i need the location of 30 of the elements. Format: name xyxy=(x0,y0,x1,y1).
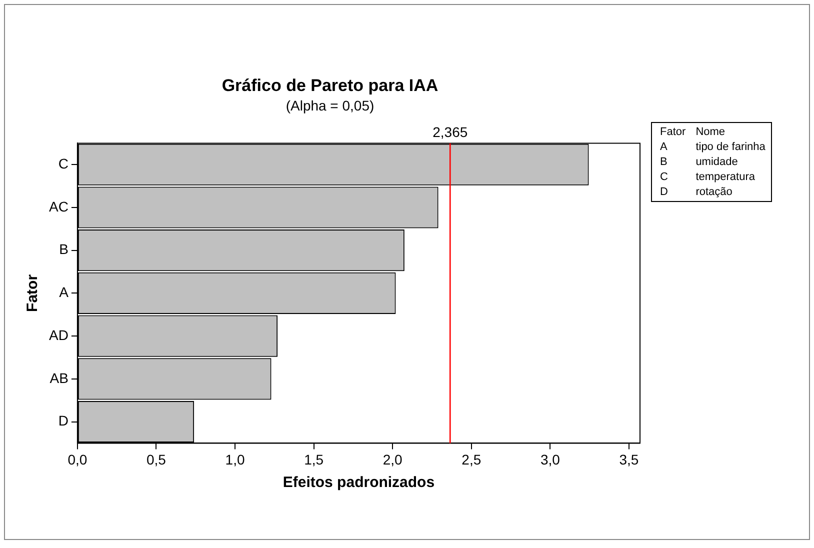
text: B xyxy=(660,155,668,169)
text: C xyxy=(660,170,669,184)
y-axis-title: Fator xyxy=(24,274,42,312)
y-tick-label: D xyxy=(58,412,68,429)
ref-line-label: 2,365 xyxy=(432,124,468,140)
x-tick-label: 0,0 xyxy=(68,451,88,468)
text: temperatura xyxy=(696,170,756,184)
x-tick-label: 2,5 xyxy=(462,451,482,468)
chart-subtitle: (Alpha = 0,05) xyxy=(286,98,374,114)
x-tick-label: 2,0 xyxy=(382,451,403,468)
y-tick-label: A xyxy=(59,284,70,300)
text: D xyxy=(660,185,669,199)
y-tick-label: C xyxy=(58,155,68,172)
x-tick-label: 3,0 xyxy=(540,451,560,468)
text: A xyxy=(660,140,668,154)
y-tick-label: B xyxy=(59,241,68,258)
text: umidade xyxy=(696,155,739,169)
x-tick-label: 3,5 xyxy=(619,451,639,468)
x-tick-label: 0,5 xyxy=(146,451,166,468)
text: Nome xyxy=(696,125,726,139)
text: rotação xyxy=(696,185,734,199)
y-tick-label: AC xyxy=(48,198,68,214)
y-tick-label: AD xyxy=(48,326,68,343)
x-tick-label: 1,0 xyxy=(225,451,245,468)
x-tick-label: 1,5 xyxy=(304,451,324,468)
text: Fator xyxy=(660,125,686,139)
x-axis-title: Efeitos padronizados xyxy=(282,474,435,492)
text: tipo de farinha xyxy=(696,140,766,154)
y-tick-label: AB xyxy=(50,370,68,386)
chart-title: Gráfico de Pareto para IAA xyxy=(222,76,438,95)
